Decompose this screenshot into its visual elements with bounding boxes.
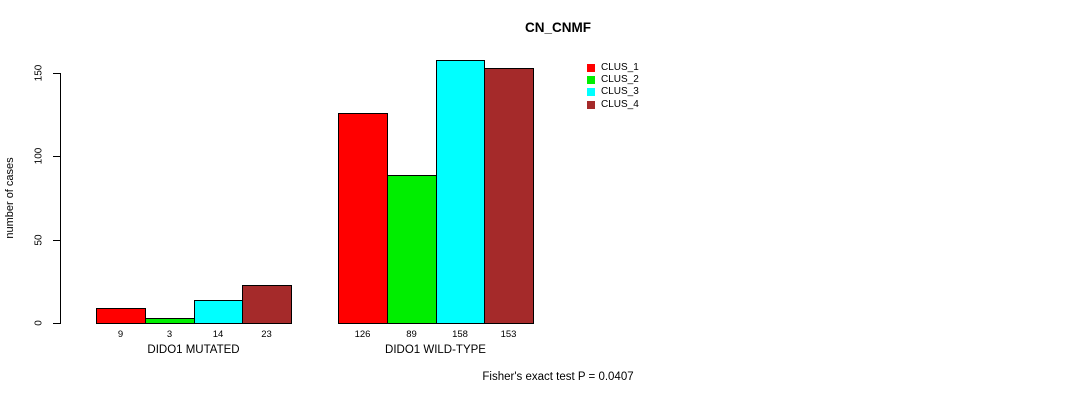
y-tick-label: 100 bbox=[33, 147, 45, 165]
y-tick-mark bbox=[53, 156, 60, 157]
y-axis-line bbox=[60, 73, 61, 324]
legend-label: CLUS_3 bbox=[601, 86, 639, 98]
bar-value-label: 158 bbox=[452, 329, 468, 340]
bar-value-label: 153 bbox=[500, 329, 517, 340]
group-label: DIDO1 WILD-TYPE bbox=[385, 344, 486, 356]
bar-clus_3-dido1-wild-type bbox=[436, 60, 485, 324]
bar-value-label: 23 bbox=[261, 329, 272, 340]
bar-value-label: 89 bbox=[406, 329, 417, 340]
legend-label: CLUS_2 bbox=[601, 74, 639, 86]
y-tick-mark bbox=[53, 323, 60, 324]
y-tick-label: 0 bbox=[33, 320, 45, 326]
legend-row: CLUS_2 bbox=[587, 74, 639, 86]
legend-row: CLUS_3 bbox=[587, 86, 639, 98]
bar-clus_2-dido1-mutated bbox=[145, 318, 195, 324]
bar-value-label: 9 bbox=[117, 329, 124, 340]
bar-clus_4-dido1-mutated bbox=[242, 285, 292, 324]
group-label: DIDO1 MUTATED bbox=[147, 344, 240, 356]
bar-clus_1-dido1-mutated bbox=[96, 308, 146, 324]
y-axis-label: number of cases bbox=[4, 157, 16, 239]
legend-row: CLUS_1 bbox=[587, 62, 639, 74]
bar-clus_3-dido1-mutated bbox=[194, 300, 243, 324]
legend-row: CLUS_4 bbox=[587, 99, 639, 111]
chart-title: CN_CNMF bbox=[525, 20, 591, 35]
bar-value-label: 3 bbox=[166, 329, 173, 340]
y-tick-mark bbox=[53, 73, 60, 74]
legend: CLUS_1 CLUS_2 CLUS_3 CLUS_4 bbox=[587, 62, 639, 111]
y-tick-label: 50 bbox=[33, 234, 45, 246]
legend-swatch-clus_4 bbox=[587, 100, 595, 109]
bar-value-label: 126 bbox=[354, 329, 371, 340]
legend-label: CLUS_4 bbox=[601, 98, 639, 110]
bar-clus_2-dido1-wild-type bbox=[387, 175, 437, 324]
bar-clus_1-dido1-wild-type bbox=[338, 113, 388, 324]
annotation-text: Fisher's exact test P = 0.0407 bbox=[482, 371, 634, 383]
legend-swatch-clus_3 bbox=[587, 88, 595, 97]
bar-value-label: 14 bbox=[212, 329, 224, 340]
bar-clus_4-dido1-wild-type bbox=[484, 68, 534, 324]
legend-swatch-clus_1 bbox=[587, 64, 595, 73]
legend-label: CLUS_1 bbox=[601, 62, 639, 74]
y-tick-label: 150 bbox=[33, 64, 45, 82]
legend-swatch-clus_2 bbox=[587, 76, 595, 85]
y-tick-mark bbox=[53, 240, 60, 241]
